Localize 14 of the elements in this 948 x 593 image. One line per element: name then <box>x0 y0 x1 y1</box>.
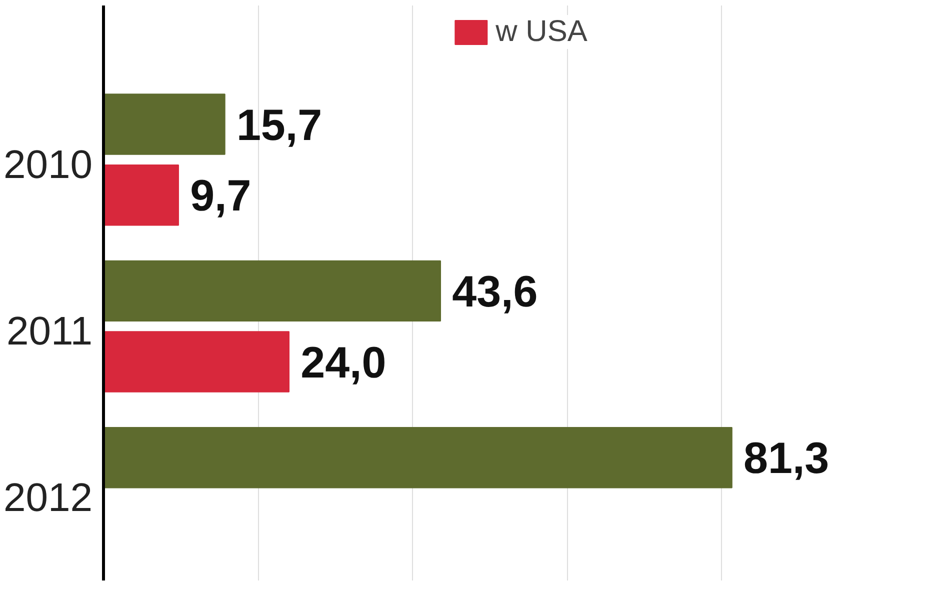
bar <box>104 164 179 226</box>
y-tick-label: 2012 <box>4 476 92 520</box>
data-label: 81,3 <box>744 434 830 484</box>
bar <box>104 94 226 155</box>
data-label: 43,6 <box>452 267 538 316</box>
y-tick-label: 2011 <box>6 310 92 354</box>
bar <box>104 260 442 322</box>
data-label: 15,7 <box>236 100 322 150</box>
legend-label: w USA <box>496 15 588 49</box>
bar <box>104 331 290 392</box>
data-label: 24,0 <box>300 338 386 388</box>
y-tick-label: 2010 <box>4 142 92 187</box>
data-label: 9,7 <box>190 172 252 221</box>
bar <box>104 426 732 488</box>
